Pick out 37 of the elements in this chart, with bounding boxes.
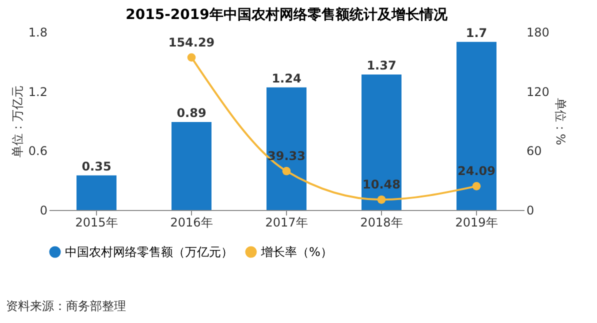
- point: [187, 53, 196, 62]
- data-label: 1.37: [366, 58, 396, 73]
- y2-axis-title: 单位：%: [553, 98, 568, 146]
- x-tick-label: 2016年: [170, 216, 213, 230]
- y2-tick-label: 60: [526, 144, 542, 158]
- point: [472, 182, 481, 190]
- y-tick-label: 0: [40, 204, 48, 218]
- legend-label: 增长率（%）: [260, 245, 332, 259]
- bar: [266, 87, 306, 210]
- x-tick-label: 2017年: [265, 216, 308, 230]
- x-tick-label: 2019年: [455, 216, 498, 230]
- x-tick-label: 2015年: [75, 216, 118, 230]
- data-label: 39.33: [268, 149, 306, 164]
- y2-tick-label: 180: [526, 26, 550, 40]
- legend-label: 中国农村网络零售额（万亿元）: [65, 245, 233, 259]
- data-label: 24.09: [458, 164, 496, 178]
- bar: [76, 175, 116, 210]
- y2-tick-label: 0: [526, 204, 534, 218]
- point: [282, 166, 291, 176]
- chart-title: 2015-2019年中国农村网络零售额统计及增长情况: [126, 6, 448, 23]
- data-label: 154.29: [168, 35, 215, 50]
- y-tick-label: 0.6: [28, 144, 48, 158]
- data-label: 1.7: [466, 26, 488, 40]
- data-label: 0.89: [176, 106, 206, 120]
- point: [377, 195, 386, 204]
- bar: [172, 122, 212, 210]
- bar: [362, 74, 402, 210]
- y-tick-label: 1.2: [28, 84, 48, 99]
- y2-tick-label: 120: [526, 84, 550, 99]
- text: 资料来源：商务部整理: [6, 298, 126, 315]
- data-label: 10.48: [362, 178, 400, 192]
- data-label: 1.24: [272, 71, 302, 86]
- x-tick-label: 2018年: [360, 216, 403, 230]
- y-tick-label: 1.8: [28, 26, 48, 40]
- data-label: 0.35: [82, 159, 112, 174]
- bar: [456, 42, 496, 210]
- y-axis-title: 单位：万亿元: [10, 86, 24, 158]
